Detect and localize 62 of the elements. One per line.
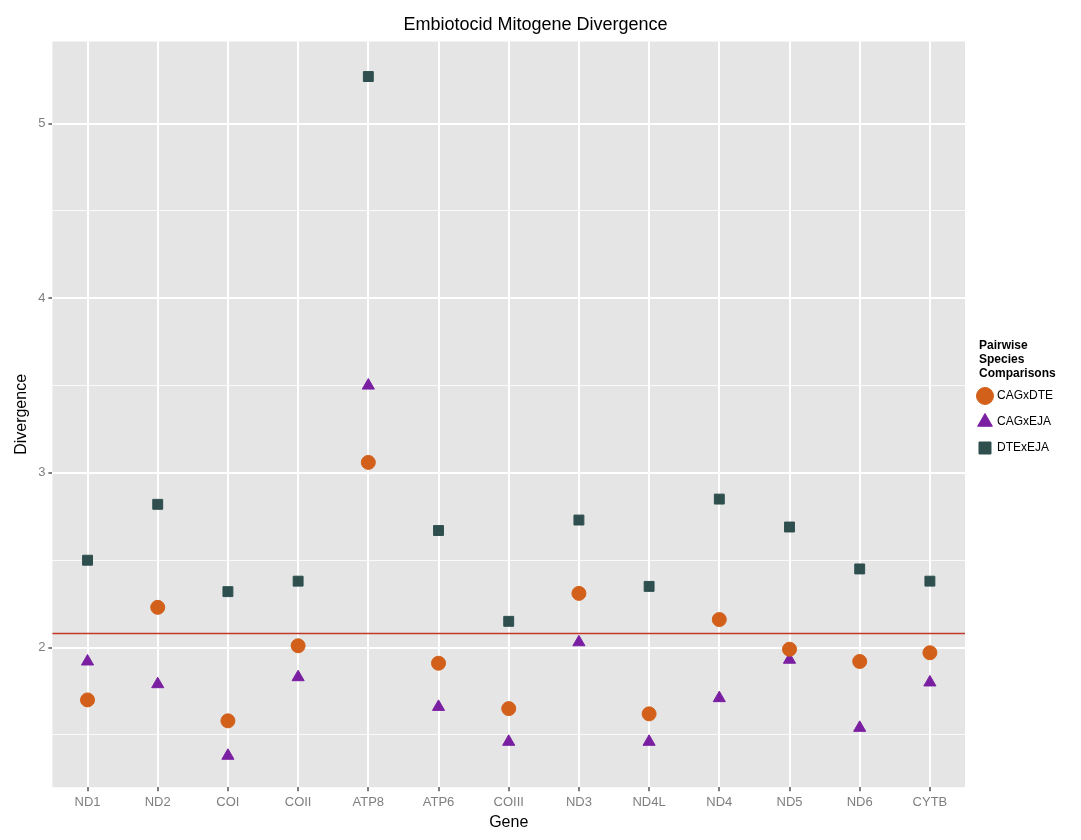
point [782, 641, 797, 657]
point [433, 525, 444, 536]
point [854, 563, 866, 575]
chart-title: Embiotocid Mitogene Divergence [403, 13, 668, 34]
point [82, 554, 93, 566]
point [292, 575, 304, 587]
x-tick-label: COI [216, 793, 240, 809]
point [573, 514, 585, 526]
point [291, 669, 305, 682]
x-axis-title: Gene [489, 812, 529, 830]
legend-label: CAGxDTE [997, 388, 1054, 403]
point [80, 692, 96, 708]
point [712, 690, 726, 703]
point [151, 676, 165, 689]
point [221, 748, 235, 760]
x-tick-label: ND4 [706, 793, 733, 809]
point [922, 645, 938, 661]
point [362, 71, 374, 82]
point [431, 655, 447, 671]
point [711, 612, 727, 628]
point [713, 493, 725, 505]
y-tick-label: 4 [38, 289, 46, 305]
x-tick-label: COIII [493, 793, 524, 809]
y-tick-label: 2 [38, 639, 46, 655]
legend-label: DTExEJA [997, 440, 1050, 455]
legend-label: CAGxEJA [997, 414, 1052, 429]
point [431, 699, 446, 711]
x-tick-label: CYTB [912, 793, 948, 809]
x-tick-label: ND3 [565, 793, 592, 809]
x-tick-label: COII [284, 793, 312, 809]
point [572, 634, 586, 647]
y-axis-title: Divergence [12, 373, 30, 455]
x-tick-label: ND6 [846, 793, 873, 809]
x-tick-label: ND1 [74, 793, 101, 809]
y-tick-label: 5 [38, 115, 46, 131]
point [220, 713, 236, 729]
point [360, 454, 376, 470]
point [643, 580, 655, 592]
point [502, 734, 516, 746]
x-tick-label: ATP8 [352, 793, 385, 809]
point [853, 720, 867, 732]
x-tick-label: ATP6 [422, 793, 455, 809]
x-tick-label: ND5 [776, 793, 803, 809]
point [152, 498, 164, 510]
point [503, 615, 515, 627]
x-tick-label: ND2 [144, 793, 171, 809]
point [150, 599, 166, 615]
point [290, 638, 306, 654]
point [222, 586, 234, 598]
point [642, 734, 656, 746]
point [571, 585, 587, 601]
point [784, 521, 795, 533]
point [852, 653, 868, 669]
point [501, 701, 517, 717]
point [923, 674, 937, 687]
point [361, 378, 375, 390]
legend-title: Pairwise Species Comparisons [978, 338, 1057, 380]
x-tick-label: ND4L [632, 793, 666, 809]
point [80, 653, 95, 666]
y-tick-label: 3 [38, 464, 46, 480]
point [924, 575, 936, 587]
point [641, 706, 657, 722]
